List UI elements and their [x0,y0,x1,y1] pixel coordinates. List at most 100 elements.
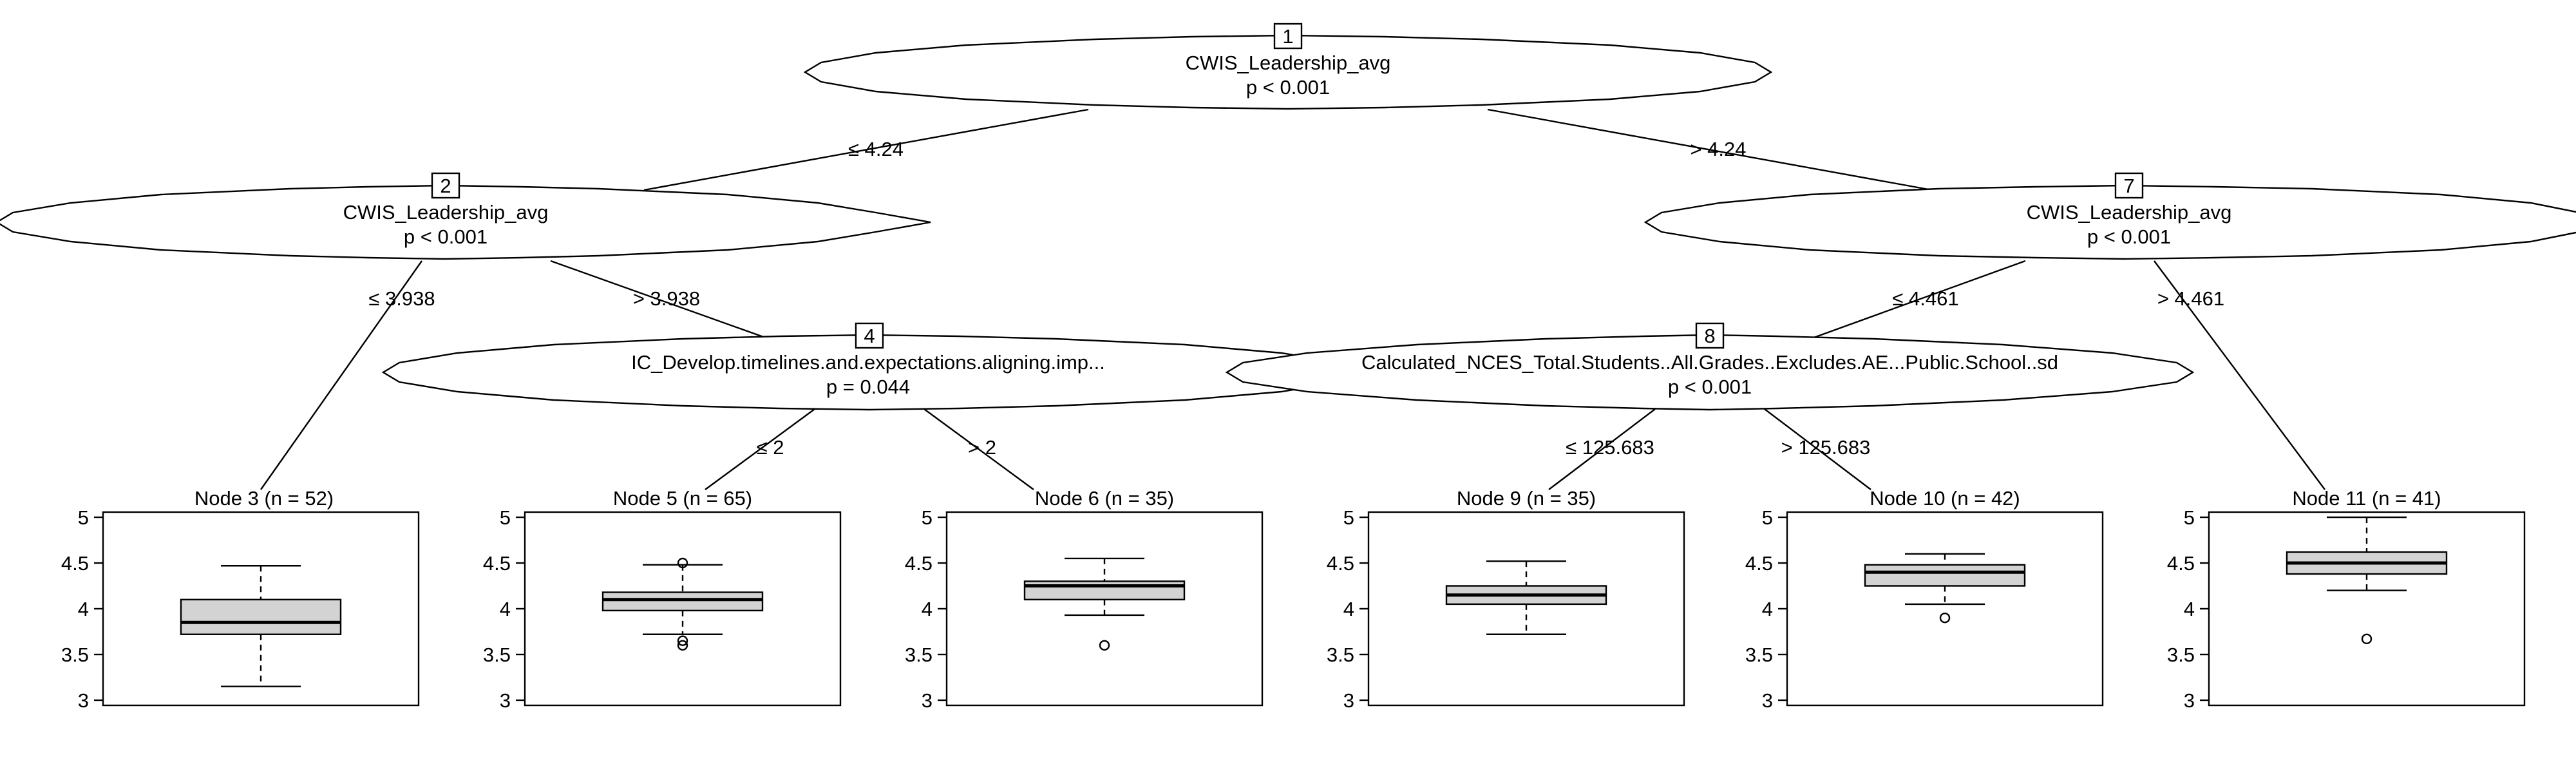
y-tick-label: 5 [2184,506,2195,529]
boxplot-frame [2208,511,2526,707]
y-tick-label: 4 [500,598,511,620]
y-tick-label: 3 [1343,689,1354,712]
outlier-point [2361,633,2372,645]
y-tick-label: 4 [2184,598,2195,620]
outlier-point [677,635,688,646]
y-tick-label: 3 [1762,689,1773,712]
inner-node-2: 2 CWIS_Leadership_avg p < 0.001 [0,172,931,260]
y-tick-label: 5 [1343,506,1354,529]
node-p-value: p < 0.001 [1246,76,1330,99]
leaf-title: Node 3 (n = 52) [194,487,334,510]
node-id-box [1695,322,1725,349]
terminal-node-5: Node 5 (n = 65) 3 3.5 4 4.5 5 [483,487,842,712]
y-tick-label: 3.5 [483,644,511,666]
node-ellipse [1643,184,2576,260]
y-tick-label: 3.5 [905,644,933,666]
inner-node-7: 7 CWIS_Leadership_avg p < 0.001 [1643,172,2576,260]
y-tick-label: 4.5 [483,552,511,575]
node-variable: CWIS_Leadership_avg [2027,201,2232,224]
edge-labels: ≤ 4.24 > 4.24 ≤ 3.938 > 3.938 ≤ 2 > 2 ≤ … [368,138,2224,459]
terminal-node-6: Node 6 (n = 35) 3 3.5 4 4.5 5 [905,487,1264,712]
edge-4-5 [705,408,815,490]
edge-label-1-7: > 4.24 [1690,138,1746,160]
edge-label-8-10: > 125.683 [1781,436,1871,459]
node-id-box [1273,23,1303,50]
node-id-box [855,322,884,349]
edge-2-4 [550,260,777,343]
y-tick-label: 3.5 [61,644,89,666]
node-p-value: p < 0.001 [1668,376,1752,398]
edge-8-9 [1548,408,1656,490]
node-id: 7 [2123,175,2134,197]
edge-label-2-3: ≤ 3.938 [368,287,435,310]
y-tick-label: 3 [500,689,511,712]
node-variable: Calculated_NCES_Total.Students..All.Grad… [1361,351,2058,374]
y-tick-label: 4.5 [905,552,933,575]
y-tick-label: 3.5 [1327,644,1354,666]
y-tick-label: 4 [1762,598,1773,620]
edge-4-6 [923,408,1034,490]
leaf-title: Node 11 (n = 41) [2292,487,2441,510]
edge-label-4-5: ≤ 2 [757,436,784,459]
outlier-point [1939,613,1951,624]
y-tick-label: 3.5 [2167,644,2195,666]
node-id: 4 [864,325,875,347]
y-tick-label: 3 [922,689,933,712]
terminal-node-9: Node 9 (n = 35) 3 3.5 4 4.5 5 [1327,487,1685,712]
leaf-title: Node 9 (n = 35) [1457,487,1596,510]
inner-node-1: 1 CWIS_Leadership_avg p < 0.001 [803,23,1773,110]
terminal-node-10: Node 10 (n = 42) 3 3.5 4 4.5 5 [1745,487,2104,712]
node-p-value: p = 0.044 [826,376,910,398]
node-variable: CWIS_Leadership_avg [343,201,549,224]
node-ellipse [0,184,931,260]
edge-7-8 [1803,260,2026,343]
edge-label-7-11: > 4.461 [2157,287,2224,310]
node-ellipse [1225,334,2195,411]
edge-label-2-4: > 3.938 [633,287,700,310]
y-tick-label: 4 [922,598,933,620]
tree-edges [260,108,2325,490]
inner-node-8: 8 Calculated_NCES_Total.Students..All.Gr… [1225,322,2195,411]
y-tick-label: 5 [922,506,933,529]
leaf-title: Node 6 (n = 35) [1035,487,1174,510]
node-variable: CWIS_Leadership_avg [1186,52,1391,74]
edge-label-1-2: ≤ 4.24 [848,138,904,160]
y-tick-label: 4 [78,598,89,620]
y-tick-label: 5 [500,506,511,529]
outlier-point [677,557,688,569]
node-id: 1 [1282,25,1293,48]
y-tick-label: 4 [1343,598,1354,620]
boxplot-frame [945,511,1264,707]
edge-1-7 [1487,108,1933,191]
iqr-box [1864,564,2026,587]
y-tick-label: 4.5 [61,552,89,575]
y-tick-label: 3 [2184,689,2195,712]
edge-label-7-8: ≤ 4.461 [1892,287,1958,310]
node-p-value: p < 0.001 [404,225,488,248]
edge-label-4-6: > 2 [968,436,996,459]
edge-1-2 [643,108,1089,191]
node-p-value: p < 0.001 [2087,225,2171,248]
iqr-box [180,598,342,635]
edge-label-8-9: ≤ 125.683 [1566,436,1654,459]
leaf-title: Node 5 (n = 65) [613,487,752,510]
node-id: 2 [440,175,451,197]
boxplot-frame [1786,511,2104,707]
y-tick-label: 4.5 [1745,552,1773,575]
y-tick-label: 4.5 [1327,552,1354,575]
node-id: 8 [1704,325,1715,347]
outlier-point [677,640,688,651]
y-tick-label: 3.5 [1745,644,1773,666]
node-ellipse [803,34,1773,110]
terminal-node-3: Node 3 (n = 52) 3 3.5 4 4.5 5 [61,487,420,712]
leaf-title: Node 10 (n = 42) [1870,487,2020,510]
y-tick-label: 5 [1762,506,1773,529]
edge-8-10 [1764,408,1871,490]
edge-2-3 [260,260,422,490]
inner-node-4: 4 IC_Develop.timelines.and.expectations.… [381,322,1358,411]
y-tick-label: 4.5 [2167,552,2195,575]
node-id-box [431,172,460,199]
outlier-point [1099,640,1110,651]
y-tick-label: 3 [78,689,89,712]
